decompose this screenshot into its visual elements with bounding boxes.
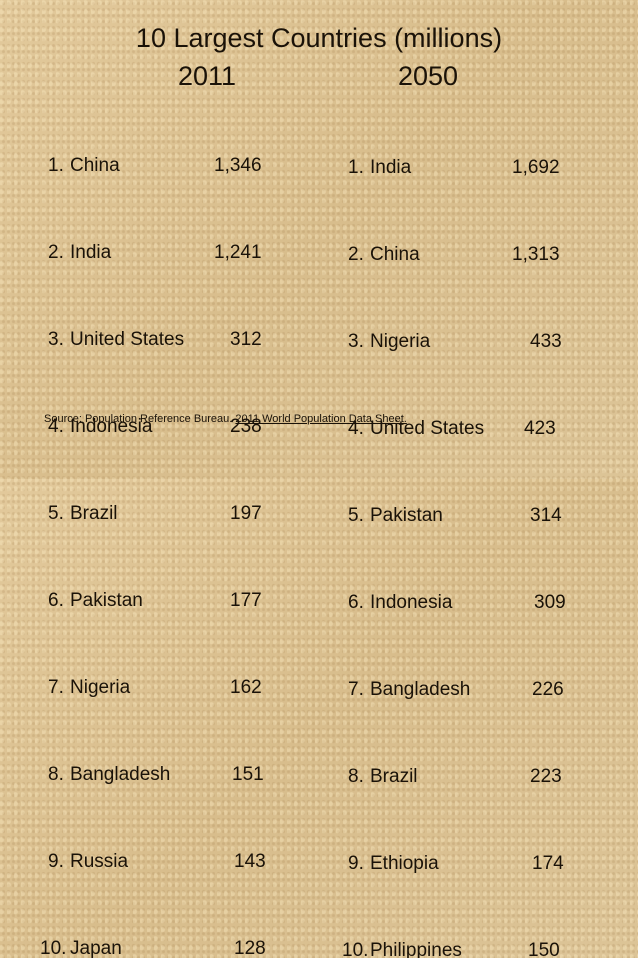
country-name: Nigeria bbox=[70, 677, 131, 698]
list-item: 7. Bangladesh 226 bbox=[344, 675, 584, 704]
list-item: 1. India 1,692 bbox=[344, 153, 584, 182]
list-item: 3. Nigeria 433 bbox=[344, 327, 584, 356]
country-name: China bbox=[370, 244, 420, 265]
rank-number: 10. bbox=[342, 940, 369, 958]
population-value: 309 bbox=[534, 592, 566, 613]
country-name: Pakistan bbox=[370, 505, 443, 526]
list-item: 5. Pakistan 314 bbox=[344, 501, 584, 530]
list-item: 8. Bangladesh 151 bbox=[44, 760, 284, 789]
rank-number: 3. bbox=[348, 331, 364, 352]
source-text: Source: Population Reference Bureau. bbox=[44, 413, 236, 425]
population-value: 223 bbox=[530, 766, 562, 787]
population-value: 1,241 bbox=[214, 242, 262, 263]
population-value: 423 bbox=[524, 418, 556, 439]
population-value: 1,692 bbox=[512, 157, 560, 178]
rank-number: 10. bbox=[40, 938, 67, 958]
list-item: 9. Russia 143 bbox=[44, 847, 284, 876]
ranking-list-2050: 1. India 1,692 2. China 1,313 3. Nigeria… bbox=[342, 95, 584, 958]
rank-number: 5. bbox=[348, 505, 364, 526]
rank-number: 9. bbox=[48, 851, 64, 872]
population-value: 151 bbox=[232, 764, 264, 785]
rank-number: 6. bbox=[48, 590, 64, 611]
rank-number: 1. bbox=[48, 155, 64, 176]
population-value: 1,313 bbox=[512, 244, 560, 265]
list-item: 7. Nigeria 162 bbox=[44, 673, 284, 702]
population-value: 128 bbox=[234, 938, 266, 958]
rank-number: 2. bbox=[48, 242, 64, 263]
country-name: Philippines bbox=[370, 940, 462, 958]
population-value: 150 bbox=[528, 940, 560, 958]
country-name: India bbox=[370, 157, 412, 178]
population-value: 177 bbox=[230, 590, 262, 611]
rank-number: 7. bbox=[48, 677, 64, 698]
year-2050-heading: 2050 bbox=[398, 61, 459, 91]
population-value: 162 bbox=[230, 677, 262, 698]
country-name: Ethiopia bbox=[370, 853, 439, 874]
list-item: 10. Japan 128 bbox=[40, 934, 284, 958]
list-item: 8. Brazil 223 bbox=[344, 762, 584, 791]
population-value: 433 bbox=[530, 331, 562, 352]
country-name: India bbox=[70, 242, 112, 263]
rank-number: 8. bbox=[48, 764, 64, 785]
country-name: Bangladesh bbox=[370, 679, 471, 700]
population-value: 226 bbox=[532, 679, 564, 700]
rank-number: 9. bbox=[348, 853, 364, 874]
population-value: 143 bbox=[234, 851, 266, 872]
population-value: 1,346 bbox=[214, 155, 262, 176]
list-item: 10. Philippines 150 bbox=[342, 936, 584, 958]
list-item: 6. Pakistan 177 bbox=[44, 586, 284, 615]
list-item: 1. China 1,346 bbox=[44, 151, 284, 180]
country-name: Brazil bbox=[370, 766, 418, 787]
rank-number: 5. bbox=[48, 503, 64, 524]
slide-title: 10 Largest Countries (millions) bbox=[135, 23, 503, 53]
country-name: Bangladesh bbox=[70, 764, 171, 785]
source-link[interactable]: 2011 World Population Data Sheet. bbox=[235, 413, 407, 425]
list-item: 6. Indonesia 309 bbox=[344, 588, 584, 617]
list-item: 5. Brazil 197 bbox=[44, 499, 284, 528]
ranking-list-2011: 1. China 1,346 2. India 1,241 3. United … bbox=[40, 93, 284, 958]
country-name: Nigeria bbox=[370, 331, 431, 352]
list-item: 9. Ethiopia 174 bbox=[344, 849, 584, 878]
population-value: 197 bbox=[230, 503, 262, 524]
list-item: 2. India 1,241 bbox=[44, 238, 284, 267]
rank-number: 4. bbox=[48, 416, 64, 437]
rank-number: 3. bbox=[48, 329, 64, 350]
country-name: United States bbox=[70, 329, 185, 350]
rank-number: 1. bbox=[348, 157, 364, 178]
country-name: China bbox=[70, 155, 120, 176]
rank-number: 7. bbox=[348, 679, 364, 700]
country-name: Brazil bbox=[70, 503, 118, 524]
population-value: 174 bbox=[532, 853, 564, 874]
population-value: 238 bbox=[230, 416, 262, 437]
rank-number: 6. bbox=[348, 592, 364, 613]
country-name: Indonesia bbox=[70, 416, 153, 437]
population-value: 312 bbox=[230, 329, 262, 350]
country-name: Japan bbox=[70, 938, 122, 958]
source-note: Source: Population Reference Bureau. 201… bbox=[44, 412, 407, 426]
country-name: Indonesia bbox=[370, 592, 453, 613]
list-item: 2. China 1,313 bbox=[344, 240, 584, 269]
list-item: 3. United States 312 bbox=[44, 325, 284, 354]
rank-number: 4. bbox=[348, 418, 364, 439]
country-name: Pakistan bbox=[70, 590, 143, 611]
rank-number: 8. bbox=[348, 766, 364, 787]
list-item: 4. United States 423 bbox=[344, 414, 584, 443]
country-name: United States bbox=[370, 418, 485, 439]
year-2011-heading: 2011 bbox=[178, 61, 237, 91]
list-item: 4. Indonesia 238 bbox=[44, 412, 284, 441]
population-value: 314 bbox=[530, 505, 562, 526]
country-name: Russia bbox=[70, 851, 129, 872]
rank-number: 2. bbox=[348, 244, 364, 265]
